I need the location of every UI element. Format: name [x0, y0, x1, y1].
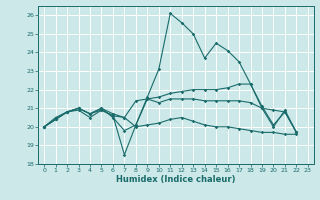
X-axis label: Humidex (Indice chaleur): Humidex (Indice chaleur) [116, 175, 236, 184]
